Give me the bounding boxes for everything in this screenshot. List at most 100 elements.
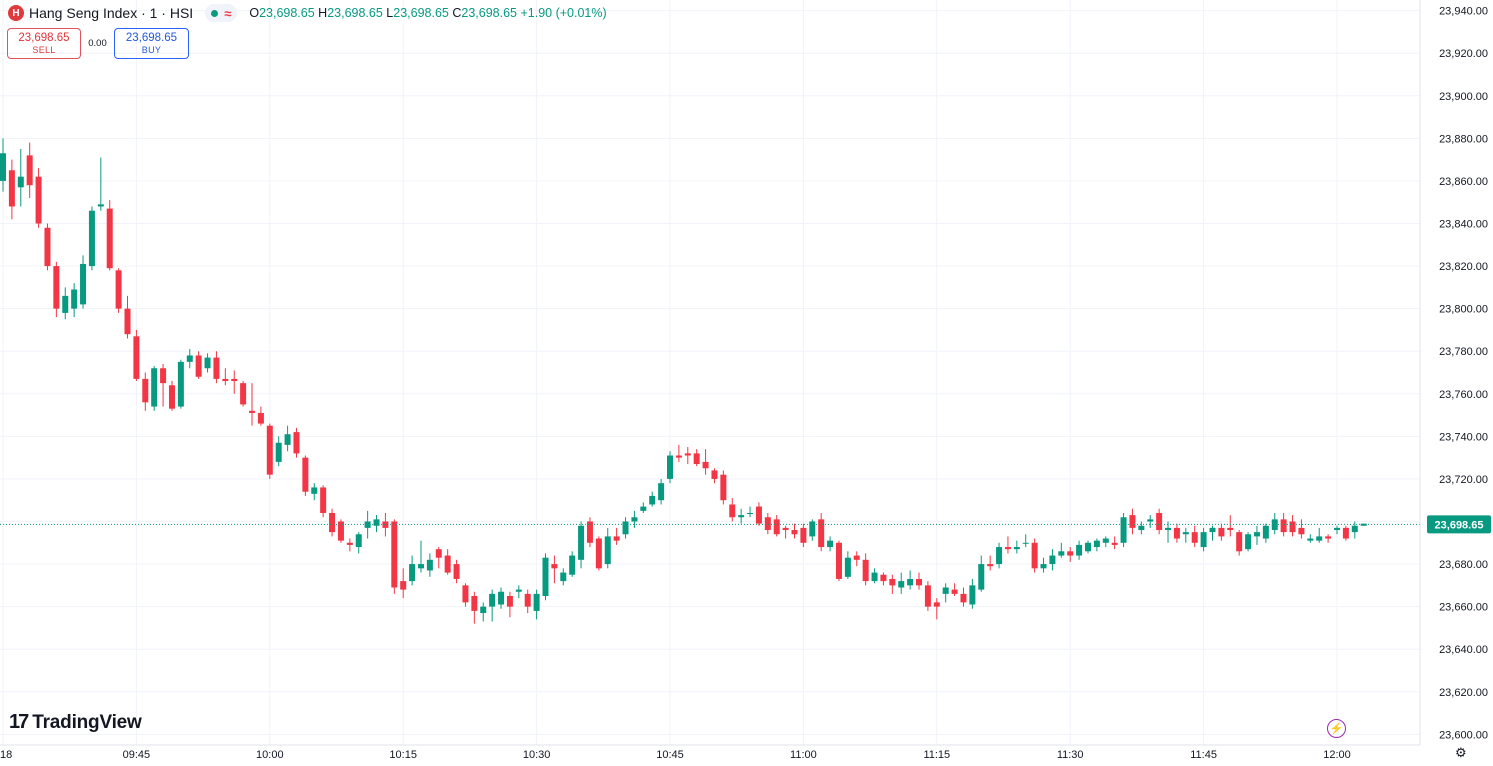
candle-body [729, 504, 736, 518]
candle [1156, 508, 1163, 535]
candle [213, 351, 220, 384]
candle [711, 468, 718, 484]
candle [71, 283, 78, 318]
candle-body [1307, 538, 1314, 541]
price-tick-label: 23,780.00 [1439, 346, 1488, 358]
candle [631, 510, 638, 528]
candle [62, 287, 69, 320]
market-open-dot-icon [211, 9, 219, 17]
candle-body [213, 357, 220, 379]
candle-body [302, 457, 309, 492]
candle-body [426, 559, 433, 571]
sell-label: SELL [32, 44, 56, 55]
time-axis[interactable]: 18 09:45 10:00 10:15 10:30 10:45 11:00 11:15 11:… [0, 749, 1351, 761]
candle [880, 572, 887, 586]
candle-body [1271, 519, 1278, 531]
symbol-logo-icon[interactable]: H [8, 5, 24, 21]
time-tick-label: 11:45 [1190, 749, 1217, 761]
settings-gear-icon[interactable]: ⚙ [1455, 745, 1467, 760]
candle [889, 574, 896, 594]
candle [1022, 534, 1029, 548]
candle-body [658, 483, 665, 501]
candle [942, 583, 949, 603]
sell-button[interactable]: 23,698.65 SELL [7, 28, 81, 59]
candle [1342, 525, 1349, 541]
candle-body [1120, 517, 1127, 543]
candle-body [791, 530, 798, 535]
symbol-title[interactable]: Hang Seng Index · 1 · HSI [29, 5, 194, 21]
candle [391, 519, 398, 594]
tradingview-logo[interactable]: 17 TradingView [9, 711, 142, 734]
candle [8, 159, 15, 220]
candle [1102, 536, 1109, 548]
candle-body [898, 581, 905, 588]
candle [417, 540, 424, 573]
candle-body [1129, 515, 1136, 528]
candle-body [684, 453, 691, 456]
candle-body [489, 593, 496, 607]
candle [1325, 534, 1332, 543]
candle [524, 589, 531, 614]
candle-body [257, 412, 264, 424]
candle [933, 598, 940, 620]
candle [435, 547, 442, 569]
last-price-text: 23,698.65 [1435, 519, 1484, 531]
candle-body [542, 557, 549, 596]
candle [44, 223, 51, 271]
buy-button[interactable]: 23,698.65 BUY [114, 28, 189, 59]
candle [462, 583, 469, 607]
candle-body [996, 547, 1003, 565]
candle-body [551, 564, 558, 569]
tradingview-mark-icon: 17 [9, 711, 29, 733]
candle-body [1040, 564, 1047, 569]
candle [1289, 515, 1296, 537]
candle [969, 578, 976, 609]
candle [302, 455, 309, 496]
candle [782, 525, 789, 539]
candle-body [604, 536, 611, 565]
price-tick-label: 23,940.00 [1439, 6, 1488, 18]
spread-value: 0.00 [88, 38, 107, 49]
candle-body [1049, 555, 1056, 565]
candle-body [827, 540, 834, 548]
candle-body [444, 555, 451, 573]
candle [337, 519, 344, 543]
price-axis[interactable]: 23,940.00 23,920.00 23,900.00 23,880.00 23,8… [1439, 6, 1488, 742]
candle [649, 491, 656, 507]
candle [1067, 547, 1074, 562]
candle-body [35, 176, 42, 224]
price-tick-label: 23,820.00 [1439, 261, 1488, 273]
candle-body [1191, 532, 1198, 543]
candle-body [62, 295, 69, 313]
candle-body [417, 564, 424, 569]
candle-body [1058, 551, 1065, 556]
candle-body [640, 506, 647, 511]
candle [916, 572, 923, 590]
candle [960, 587, 967, 607]
candle-body [106, 208, 113, 269]
candle [453, 559, 460, 584]
candle [373, 515, 380, 533]
candle [1262, 523, 1269, 543]
chart-legend-header: H Hang Seng Index · 1 · HSI ≈ O23,698.65… [8, 4, 607, 22]
candle-body [533, 593, 540, 611]
candle [622, 517, 629, 539]
candle [1147, 515, 1154, 528]
last-price-badge [1427, 515, 1491, 534]
candle-body [880, 574, 887, 582]
lightning-icon[interactable]: ⚡ [1327, 719, 1346, 738]
market-status-pill[interactable]: ≈ [205, 4, 238, 22]
candle [578, 521, 585, 569]
candle [844, 551, 851, 579]
price-tick-label: 23,680.00 [1439, 559, 1488, 571]
candle-body [1173, 527, 1180, 539]
last-price-label: 23,698.65 [1427, 515, 1491, 534]
candle-body [266, 425, 273, 475]
candle-body [293, 432, 300, 454]
candle-body [1209, 527, 1216, 533]
candle [195, 351, 202, 379]
candle [809, 519, 816, 541]
logo-text: TradingView [32, 711, 142, 733]
candle-body [560, 572, 567, 582]
